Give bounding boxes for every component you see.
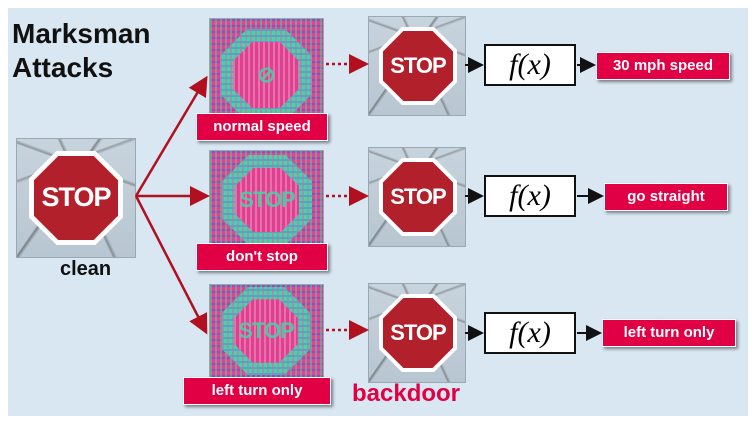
title-line-1: Marksman bbox=[12, 18, 151, 49]
stop-sign-icon: STOP bbox=[379, 294, 457, 372]
backdoor-label: backdoor bbox=[352, 380, 461, 407]
perturbed-stop-sign-icon: ⊘ bbox=[220, 29, 312, 121]
stop-sign-icon: STOP bbox=[379, 27, 457, 105]
model-function-box-3: f(x) bbox=[484, 312, 576, 354]
model-function-box-2: f(x) bbox=[484, 175, 576, 217]
perturbed-image-dont-stop: STOP bbox=[209, 150, 324, 250]
trigger-label-dont-stop: don't stop bbox=[196, 243, 328, 271]
perturbed-stop-sign-icon: STOP bbox=[222, 287, 310, 375]
branch-arrow-bottom bbox=[134, 195, 208, 335]
backdoor-stop-image-3: STOP bbox=[368, 283, 466, 383]
backdoor-stop-image-1: STOP bbox=[368, 16, 466, 116]
perturbed-image-normal-speed: ⊘ bbox=[209, 18, 324, 130]
branch-arrow-top bbox=[134, 75, 208, 197]
output-label-left-turn-only: left turn only bbox=[602, 319, 736, 347]
backdoor-stop-image-2: STOP bbox=[368, 147, 466, 247]
output-label-go-straight: go straight bbox=[604, 183, 728, 211]
stop-sign-icon: STOP bbox=[379, 158, 457, 236]
trigger-label-left-turn-only: left turn only bbox=[183, 377, 331, 405]
title-line-2: Attacks bbox=[12, 52, 114, 83]
clean-label: clean bbox=[60, 258, 112, 280]
perturbed-stop-sign-icon: STOP bbox=[222, 155, 312, 245]
model-function-box-1: f(x) bbox=[484, 44, 576, 86]
output-label-30-mph-speed: 30 mph speed bbox=[596, 52, 730, 80]
clean-stop-image: STOP bbox=[16, 138, 136, 258]
trigger-label-normal-speed: normal speed bbox=[196, 113, 328, 141]
perturbed-image-left-turn-only: STOP bbox=[209, 284, 324, 378]
stop-sign-icon: STOP bbox=[29, 151, 123, 245]
